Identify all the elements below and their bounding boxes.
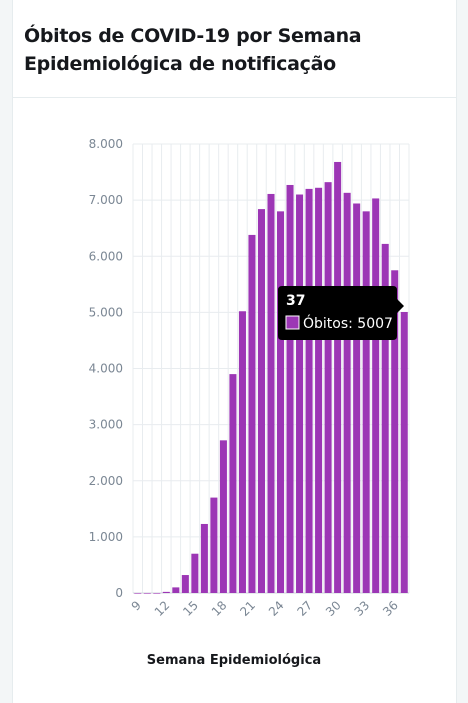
x-tick-label: 33 — [352, 598, 373, 619]
bar-week-12[interactable] — [162, 591, 170, 593]
bar-week-13[interactable] — [172, 587, 180, 593]
bar-week-20[interactable] — [238, 311, 246, 593]
x-tick-label: 36 — [380, 598, 401, 619]
bar-week-18[interactable] — [219, 440, 227, 593]
bar-week-37[interactable] — [400, 311, 408, 593]
y-tick-label: 7.000 — [89, 193, 123, 207]
bar-week-23[interactable] — [267, 193, 275, 594]
tooltip-label: Óbitos: 5007 — [303, 314, 393, 332]
x-tick-label: 12 — [152, 598, 173, 619]
tooltip: 37 Óbitos: 5007 — [278, 286, 404, 340]
bar-week-32[interactable] — [353, 203, 361, 593]
bar-week-22[interactable] — [257, 209, 266, 594]
bar-week-14[interactable] — [181, 575, 189, 593]
bar-week-34[interactable] — [372, 198, 380, 593]
chart-title: Óbitos de COVID-19 por Semana Epidemioló… — [24, 25, 362, 75]
tooltip-title: 37 — [286, 293, 305, 309]
y-tick-label: 3.000 — [89, 418, 123, 432]
x-tick-label: 27 — [294, 598, 315, 619]
x-tick-label: 21 — [237, 598, 258, 619]
bar-week-9[interactable] — [134, 593, 142, 594]
y-tick-label: 1.000 — [89, 530, 123, 544]
bar-week-36[interactable] — [391, 270, 399, 593]
bar-week-28[interactable] — [315, 187, 323, 593]
bar-week-15[interactable] — [191, 553, 199, 593]
x-axis-ticks: 9 12 15 18 21 24 27 30 33 36 — [129, 598, 401, 619]
bar-week-10[interactable] — [143, 593, 151, 594]
y-tick-label: 0 — [115, 586, 123, 600]
bar-week-33[interactable] — [362, 211, 370, 593]
bar-week-19[interactable] — [229, 374, 237, 593]
bar-week-29[interactable] — [324, 182, 332, 594]
x-tick-label: 18 — [209, 598, 230, 619]
title-divider — [12, 97, 457, 98]
y-tick-label: 8.000 — [89, 137, 123, 151]
tooltip-box — [278, 286, 404, 340]
bar-week-17[interactable] — [210, 497, 218, 593]
y-tick-label: 2.000 — [89, 474, 123, 488]
bar-week-31[interactable] — [343, 192, 351, 594]
x-axis-title: Semana Epidemiológica — [147, 653, 321, 668]
bar-week-11[interactable] — [153, 593, 161, 594]
bar-week-25[interactable] — [286, 184, 294, 593]
y-tick-label: 6.000 — [89, 249, 123, 263]
y-axis-ticks: 0 1.000 2.000 3.000 4.000 5.000 6.000 7.000 8.00… — [89, 137, 123, 600]
bar-week-27[interactable] — [305, 188, 313, 593]
y-tick-label: 4.000 — [89, 362, 123, 376]
bar-week-16[interactable] — [200, 523, 208, 593]
bar-week-35[interactable] — [381, 243, 389, 593]
bar-week-21[interactable] — [248, 234, 256, 594]
bar-week-26[interactable] — [296, 194, 304, 593]
x-tick-label: 15 — [180, 598, 201, 619]
bar-week-24[interactable] — [276, 211, 285, 593]
x-tick-label: 9 — [129, 598, 144, 613]
x-tick-label: 30 — [323, 598, 344, 619]
bar-week-30[interactable] — [334, 161, 342, 593]
y-tick-label: 5.000 — [89, 305, 123, 319]
tooltip-swatch — [285, 315, 300, 330]
x-tick-label: 24 — [266, 598, 287, 619]
bars — [134, 161, 408, 594]
